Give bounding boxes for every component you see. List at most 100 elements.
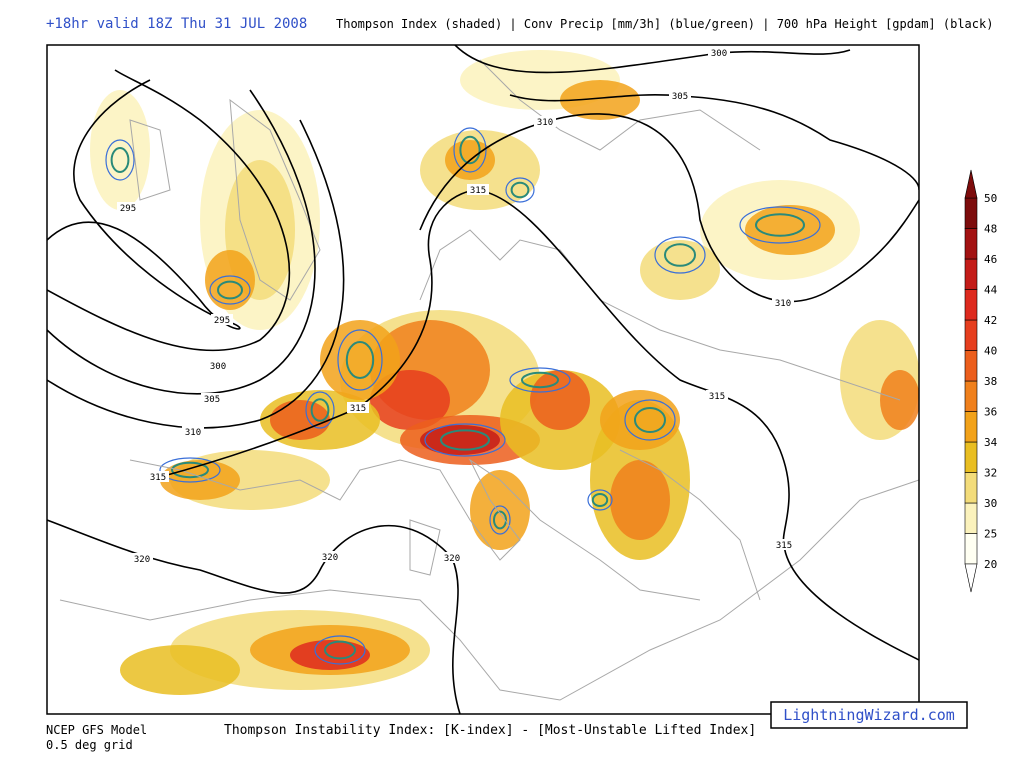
colorbar-segment <box>964 319 978 351</box>
height-label: 315 <box>470 186 486 196</box>
brand: LightningWizard.com <box>783 706 955 724</box>
precip-contour <box>305 391 335 429</box>
precip-contour <box>510 181 530 199</box>
map-subtitle: Thompson Index (shaded) | Conv Precip [m… <box>336 17 993 31</box>
colorbar-label: 48 <box>984 223 997 236</box>
brand-box <box>770 701 968 729</box>
height-label-bg <box>319 551 341 562</box>
colorbar-segment <box>964 289 978 321</box>
height-label-bg <box>117 202 139 213</box>
map: 300 305 310 315 295 295 300 305 310 315 310 315 315 3… <box>46 44 920 715</box>
colorbar-segment <box>964 472 978 504</box>
colorbar-segment <box>964 502 978 534</box>
colorbar-label: 30 <box>984 497 997 510</box>
colorbar-label: 34 <box>984 436 998 449</box>
precip-contour <box>171 461 209 479</box>
precip-contour <box>345 341 375 379</box>
colorbar: 20 25 30 32 34 36 38 40 42 44 46 48 50 <box>964 169 998 593</box>
height-label: 305 <box>672 92 688 102</box>
instability-shading <box>270 400 330 440</box>
instability-shading <box>530 370 590 430</box>
height-label: 315 <box>150 473 166 483</box>
height-labels: 300 305 310 315 295 295 300 305 310 315 310 315 315 3… <box>117 47 795 565</box>
precip-contour <box>110 147 130 173</box>
precip-contour <box>440 429 490 451</box>
colorbar-top-arrow <box>964 169 978 199</box>
height-label: 310 <box>775 299 791 309</box>
height-label-bg <box>211 314 233 325</box>
height-label-bg <box>207 360 229 371</box>
colorbar-label: 40 <box>984 345 997 358</box>
instability-shading <box>90 90 150 210</box>
precip-contour <box>664 243 696 267</box>
precip-contour <box>324 640 356 660</box>
height-label-bg <box>669 90 691 101</box>
colorbar-segment <box>964 228 978 260</box>
precip-contour <box>654 236 706 274</box>
colorbar-label: 44 <box>984 284 998 297</box>
height-contours <box>47 45 919 714</box>
instability-shading <box>120 645 240 695</box>
model-name: NCEP GFS Model <box>46 723 147 737</box>
colorbar-label: 25 <box>984 528 997 541</box>
precip-contour <box>159 457 221 483</box>
precip-contour <box>591 493 609 507</box>
colorbar-label: 50 <box>984 192 997 205</box>
map-frame <box>46 44 920 715</box>
precip-contour <box>489 505 511 535</box>
height-label: 320 <box>134 555 150 565</box>
height-label: 300 <box>210 362 226 372</box>
colorbar-segment <box>964 533 978 565</box>
precip-contour <box>459 135 481 165</box>
height-label-bg <box>201 393 223 404</box>
height-label-bg <box>706 390 728 401</box>
instability-shading <box>610 460 670 540</box>
precip-contour <box>755 213 805 237</box>
instability-shading <box>600 390 680 450</box>
colorbar-segment <box>964 441 978 473</box>
precip-contour <box>739 206 821 244</box>
height-label: 295 <box>214 316 230 326</box>
height-label-bg <box>441 552 463 563</box>
precip-contour <box>314 635 366 665</box>
colorbar-label: 36 <box>984 406 997 419</box>
height-label: 300 <box>711 49 727 59</box>
precip-contour <box>521 371 559 389</box>
precip-contour <box>310 398 330 422</box>
colorbar-label: 20 <box>984 558 997 571</box>
colorbar-label: 46 <box>984 253 997 266</box>
coastlines <box>59 59 919 701</box>
colorbar-label: 42 <box>984 314 997 327</box>
height-label: 315 <box>350 404 366 414</box>
height-label: 315 <box>776 541 792 551</box>
precip-contour <box>624 399 676 441</box>
precip-contour <box>587 489 613 511</box>
height-label-bg <box>534 116 556 127</box>
height-label-bg <box>182 426 204 437</box>
precip-contour <box>209 275 251 305</box>
precip-contour <box>337 329 383 391</box>
height-label-bg <box>467 184 489 195</box>
colorbar-label: 32 <box>984 467 997 480</box>
height-label-bg <box>131 553 153 564</box>
height-label-bg <box>708 47 730 58</box>
precip-contour <box>453 127 487 173</box>
colorbar-segment <box>964 380 978 412</box>
precip-contour <box>217 280 243 300</box>
height-label: 320 <box>444 554 460 564</box>
colorbar-segment <box>964 197 978 229</box>
height-label: 320 <box>322 553 338 563</box>
height-label-bg <box>772 297 794 308</box>
shading <box>90 50 919 695</box>
height-label: 310 <box>185 428 201 438</box>
precip-contour <box>105 139 135 181</box>
colorbar-label: 38 <box>984 375 997 388</box>
instability-shading <box>640 240 720 300</box>
precip-contour <box>634 407 666 433</box>
colorbar-segment <box>964 350 978 382</box>
precip-contour <box>509 367 571 393</box>
precip-contour <box>505 177 535 203</box>
instability-shading <box>320 320 400 400</box>
height-label-bg <box>773 539 795 550</box>
